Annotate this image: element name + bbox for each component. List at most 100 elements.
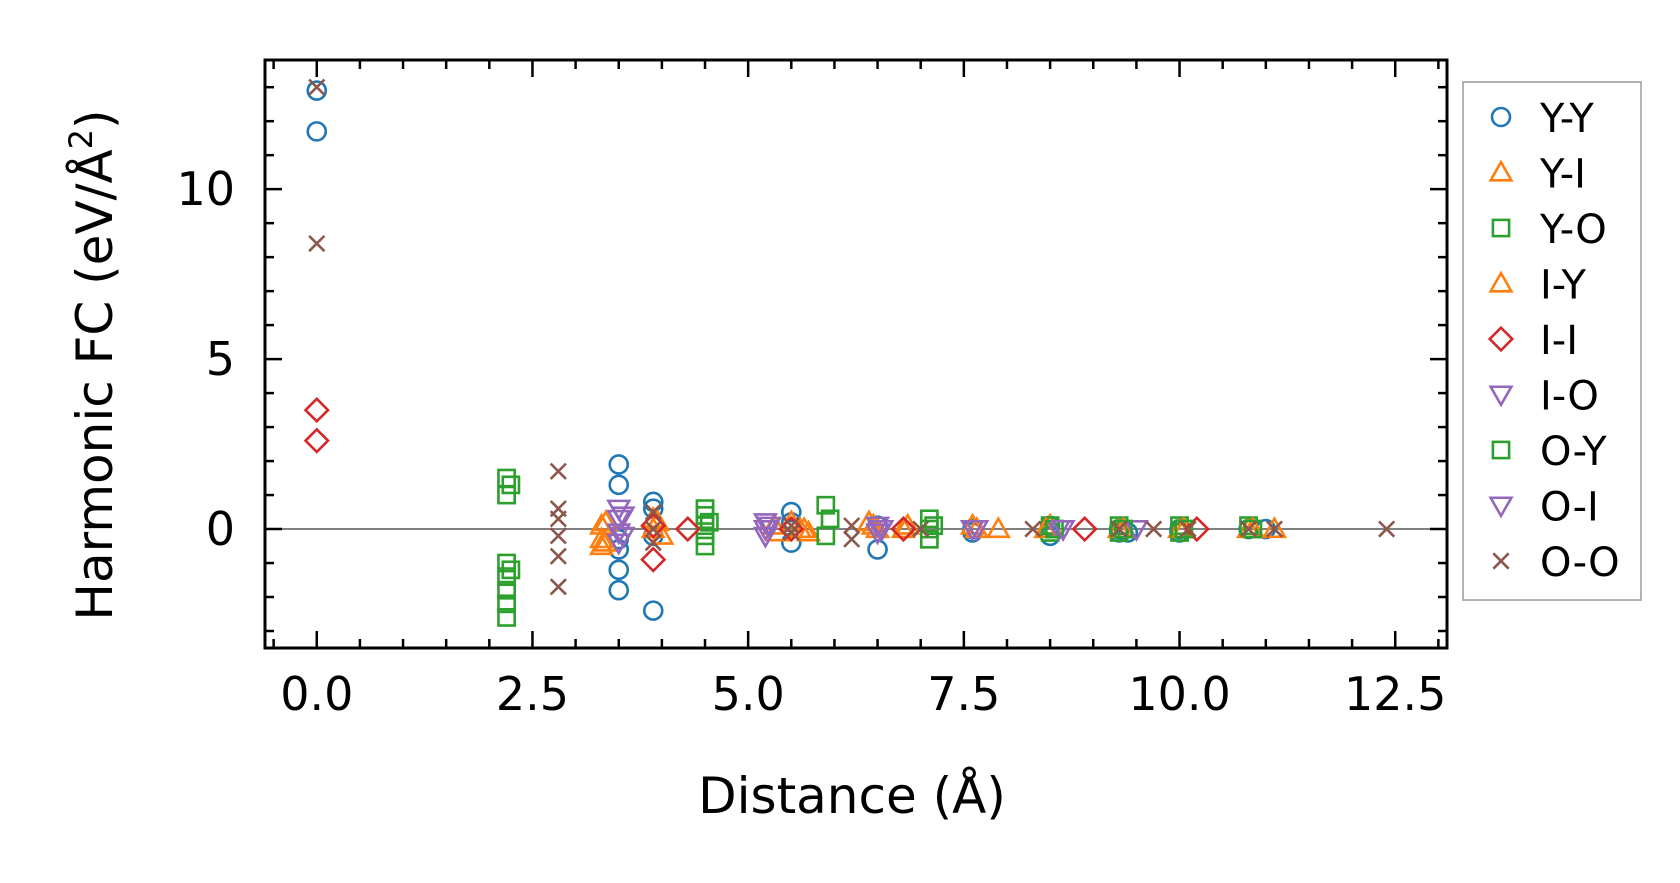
data-point xyxy=(1114,519,1133,539)
data-point xyxy=(869,519,895,543)
data-point xyxy=(1243,519,1263,539)
y-axis-label-superscript: 2 xyxy=(62,129,100,149)
data-point xyxy=(549,547,567,565)
x-tick-label: 2.5 xyxy=(496,667,569,721)
data-point xyxy=(306,121,328,142)
data-point xyxy=(816,495,836,515)
y-axis-label-main: Harmonic FC (eV/Å xyxy=(66,149,124,620)
data-point xyxy=(588,533,615,556)
legend-marker xyxy=(1488,270,1514,293)
x-tick-label: 7.5 xyxy=(927,667,1000,721)
y-tick-labels: 0 5 10 xyxy=(176,162,235,556)
data-point xyxy=(843,530,861,548)
y-tick-label: 0 xyxy=(206,502,235,556)
data-point xyxy=(843,517,861,535)
data-point xyxy=(1050,519,1076,543)
data-point xyxy=(890,515,917,543)
series-o-y xyxy=(501,475,1263,580)
legend-marker xyxy=(1492,552,1510,570)
legend-label: Y-O xyxy=(1539,207,1607,253)
data-point xyxy=(780,501,802,523)
data-point xyxy=(964,519,990,543)
data-point xyxy=(497,468,516,488)
data-point xyxy=(497,608,516,627)
data-point xyxy=(912,520,930,538)
data-point xyxy=(610,526,636,549)
legend-label: O-Y xyxy=(1540,429,1607,475)
axes-frame xyxy=(263,58,1449,650)
data-point xyxy=(308,78,326,96)
y-tick-label: 10 xyxy=(176,162,235,216)
x-tick-label: 10.0 xyxy=(1128,667,1230,721)
legend-marker xyxy=(1491,440,1511,460)
data-point xyxy=(1145,520,1163,538)
data-point xyxy=(549,578,567,596)
data-point xyxy=(1378,520,1396,538)
y-axis-label-close: ) xyxy=(66,109,124,129)
data-point xyxy=(608,454,630,475)
x-axis-label: Distance (Å) xyxy=(698,767,1006,825)
data-point xyxy=(895,512,921,535)
legend-label: Y-Y xyxy=(1539,96,1594,142)
legend-marker xyxy=(1490,106,1512,128)
data-point xyxy=(608,474,630,496)
data-point xyxy=(610,506,636,529)
legend-marker xyxy=(1491,218,1511,238)
legend-marker xyxy=(1488,496,1514,519)
x-tick-label: 12.5 xyxy=(1344,667,1446,721)
x-tick-label: 5.0 xyxy=(712,667,785,721)
data-point xyxy=(699,512,719,532)
data-point xyxy=(303,427,330,454)
data-point xyxy=(644,534,662,552)
data-point xyxy=(864,523,891,546)
data-point xyxy=(608,559,630,581)
data-point xyxy=(497,567,516,587)
data-point xyxy=(1261,516,1288,539)
plot-area xyxy=(265,78,1447,627)
legend-marker xyxy=(1488,385,1514,408)
data-point xyxy=(501,560,521,580)
legend-label: I-I xyxy=(1540,318,1578,364)
data-point xyxy=(497,553,516,573)
data-point xyxy=(644,503,662,521)
data-point xyxy=(1110,520,1128,538)
data-point xyxy=(606,509,632,532)
data-point xyxy=(695,536,715,556)
legend-label: I-Y xyxy=(1540,263,1586,309)
data-point xyxy=(497,485,516,505)
y-tick-label: 5 xyxy=(206,332,235,386)
data-point xyxy=(695,506,715,525)
data-point xyxy=(1071,515,1098,543)
series-i-i xyxy=(303,396,1210,573)
data-point xyxy=(1179,520,1197,538)
data-point xyxy=(791,516,817,539)
legend-marker xyxy=(1488,159,1514,182)
data-point xyxy=(1239,520,1258,538)
data-point xyxy=(497,580,516,600)
legend-marker xyxy=(1487,325,1515,353)
data-point xyxy=(890,516,917,539)
data-point xyxy=(644,520,662,538)
legend-label: I-O xyxy=(1540,374,1599,420)
data-point xyxy=(816,526,836,546)
data-point xyxy=(501,475,521,495)
x-tick-label: 0.0 xyxy=(280,667,353,721)
legend-label: Y-I xyxy=(1539,152,1586,198)
data-point xyxy=(608,579,630,601)
data-point xyxy=(752,519,778,543)
data-point xyxy=(306,80,328,101)
data-point xyxy=(695,526,715,546)
data-point xyxy=(642,600,664,621)
data-point xyxy=(782,517,800,535)
data-point xyxy=(919,509,939,529)
data-point xyxy=(757,516,783,539)
data-point xyxy=(497,594,516,614)
data-point xyxy=(549,510,567,528)
data-point xyxy=(644,509,671,532)
data-point xyxy=(864,516,891,539)
data-point xyxy=(1174,519,1194,539)
data-point xyxy=(752,513,778,536)
data-point xyxy=(919,529,939,549)
data-point xyxy=(588,526,615,549)
